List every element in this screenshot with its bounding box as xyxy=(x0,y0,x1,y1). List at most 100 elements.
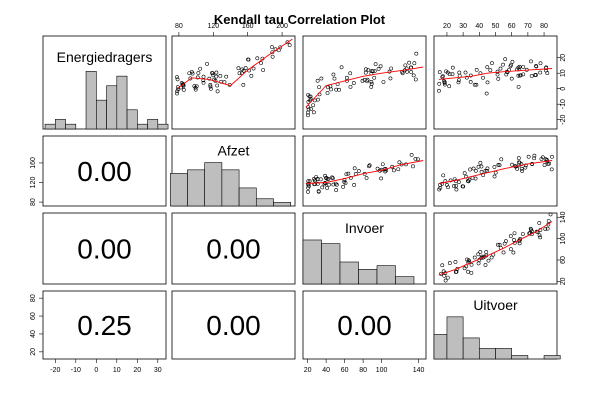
tick-label: 200 xyxy=(276,23,288,30)
scatter-point xyxy=(456,78,461,83)
histogram-bar xyxy=(126,109,138,130)
scatter-point xyxy=(442,80,447,85)
scatter-point xyxy=(532,153,537,158)
panel-invoer-vs-energiedragers: 0.00 xyxy=(42,212,167,285)
scatter-point xyxy=(510,59,515,64)
histogram-bar xyxy=(65,123,77,130)
scatter-point xyxy=(472,82,477,87)
scatter-point xyxy=(243,66,248,70)
histogram-bar xyxy=(446,316,464,360)
top-axis-afzet: 80 120 160 200 xyxy=(175,23,288,36)
scatter-point xyxy=(485,166,490,171)
scatter-point xyxy=(438,186,443,190)
scatter-point xyxy=(447,84,452,89)
scatter-point xyxy=(538,61,543,66)
scatter-point xyxy=(366,68,371,73)
scatter-point xyxy=(490,61,494,66)
left-axis-uitvoer: 20 40 60 80 xyxy=(30,294,43,356)
scatter-point xyxy=(373,62,378,67)
panels: Energiedragers 0.00 Afzet 0.00 0.00 Invoer 0.2… xyxy=(30,23,567,374)
scatter-point xyxy=(325,91,330,95)
scatter-point xyxy=(444,69,449,74)
tick-label: 140 xyxy=(413,367,425,374)
tick-label: 160 xyxy=(242,23,254,30)
scatter-point xyxy=(306,189,310,194)
scatter-point xyxy=(270,45,274,50)
correlation-value: 0.00 xyxy=(77,234,132,265)
scatter-point xyxy=(474,168,478,173)
scatter-point xyxy=(270,50,275,55)
scatter-point xyxy=(348,84,353,89)
scatter-point xyxy=(447,72,452,77)
scatter-point xyxy=(537,221,542,225)
scatter-point xyxy=(521,65,526,69)
scatter-point xyxy=(306,113,310,118)
scatter-point xyxy=(376,66,381,71)
left-axis-afzet: 80 120 160 xyxy=(30,157,43,206)
scatter-point xyxy=(440,74,445,79)
scatter-point xyxy=(214,70,219,75)
scatter-point xyxy=(413,77,418,82)
smoother-line xyxy=(305,160,424,184)
scatter-point xyxy=(375,166,380,171)
scatter-point xyxy=(346,171,351,176)
smoother-line xyxy=(438,160,553,184)
correlation-value: 0.00 xyxy=(337,310,392,341)
scatter-point xyxy=(518,73,523,78)
scatter-point xyxy=(380,162,385,167)
scatter-point xyxy=(462,171,467,176)
scatter-point xyxy=(456,80,461,85)
chart-title: Kendall tau Correlation Plot xyxy=(214,12,386,27)
scatter-point xyxy=(517,241,522,246)
panel-invoer-vs-invoer: Invoer xyxy=(302,212,427,285)
scatter-point xyxy=(388,76,393,81)
scatter-point xyxy=(317,85,321,89)
tick-label: 40 xyxy=(322,367,330,374)
histogram-bar xyxy=(273,202,291,207)
scatter-point xyxy=(496,76,501,81)
scatter-point xyxy=(318,177,323,182)
scatter-point xyxy=(454,187,459,192)
scatter-point xyxy=(352,183,357,187)
panel-afzet-vs-invoer xyxy=(302,135,427,207)
scatter-point xyxy=(520,169,525,173)
scatter-point xyxy=(348,175,353,180)
scatter-point xyxy=(325,186,329,190)
scatter-point xyxy=(224,74,229,79)
scatter-point xyxy=(236,66,241,71)
scatter-point xyxy=(463,70,468,75)
scatter-point xyxy=(218,73,223,78)
scatter-point xyxy=(201,80,206,85)
tick-label: 140 xyxy=(560,211,567,223)
scatter-point xyxy=(331,72,336,77)
scatter-point xyxy=(456,180,461,185)
scatter-point xyxy=(270,54,275,59)
panel-frame xyxy=(171,212,296,285)
bottom-axis-energiedragers: -20 -10 0 10 20 30 xyxy=(50,359,162,374)
scatter-point xyxy=(484,250,489,254)
scatter-point xyxy=(414,51,419,56)
scatter-point xyxy=(446,185,450,190)
tick-label: 80 xyxy=(30,294,37,302)
scatter-point xyxy=(331,182,336,187)
scatter-point xyxy=(468,80,473,84)
scatter-point xyxy=(534,63,538,68)
scatter-point xyxy=(479,170,484,174)
scatter-point xyxy=(526,154,531,159)
scatter-point xyxy=(452,184,456,188)
panel-invoer-vs-afzet: 0.00 xyxy=(171,212,296,285)
scatter-point xyxy=(188,76,193,81)
scatter-point xyxy=(519,166,524,171)
scatter-point xyxy=(251,66,256,71)
scatter-point xyxy=(320,185,325,190)
scatter-point xyxy=(397,160,402,165)
scatter-point xyxy=(486,258,491,263)
scatter-point xyxy=(214,74,219,79)
scatter-point xyxy=(327,182,331,187)
scatter-point xyxy=(516,65,521,70)
scatter-point xyxy=(437,70,442,75)
scatter-point xyxy=(315,181,320,186)
scatter-point xyxy=(484,91,489,96)
tick-label: 80 xyxy=(30,198,37,206)
